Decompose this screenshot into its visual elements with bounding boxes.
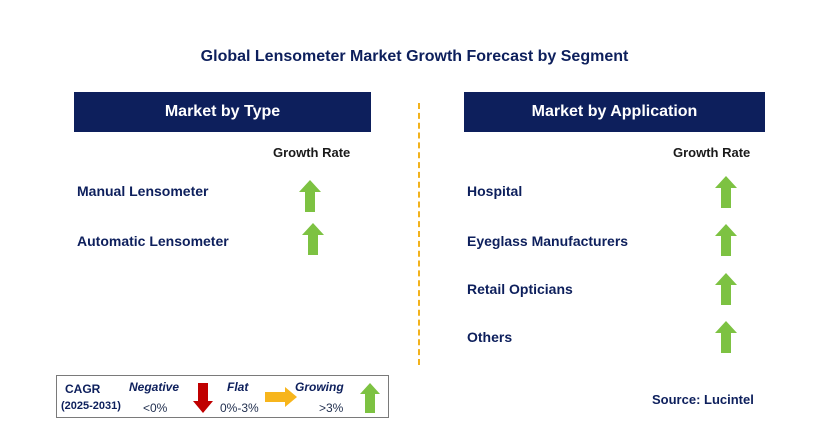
- legend-growing-range: >3%: [319, 401, 344, 415]
- chart-title: Global Lensometer Market Growth Forecast…: [200, 48, 629, 65]
- growing-arrow-icon: [715, 321, 737, 353]
- growing-arrow-icon: [715, 273, 737, 305]
- legend-flat-label: Flat: [227, 380, 249, 394]
- cagr-legend: CAGR (2025-2031) Negative <0% Flat 0%-3%…: [56, 375, 389, 418]
- growing-arrow-icon: [360, 383, 380, 413]
- legend-cagr-label: CAGR: [65, 382, 101, 396]
- legend-period-label: (2025-2031): [61, 400, 121, 412]
- growing-arrow-icon: [302, 223, 324, 255]
- application-growth-rate-label: Growth Rate: [673, 145, 751, 160]
- growing-arrow-icon: [715, 224, 737, 256]
- segment-label-hospital: Hospital: [467, 183, 523, 199]
- legend-negative-range: <0%: [143, 401, 168, 415]
- legend-growing-label: Growing: [295, 380, 344, 394]
- segment-label-manual-lensometer: Manual Lensometer: [77, 183, 209, 199]
- panel-divider: [418, 103, 420, 365]
- market-by-application-header: Market by Application: [464, 92, 765, 132]
- negative-arrow-icon: [193, 383, 213, 413]
- segment-label-others: Others: [467, 329, 513, 345]
- flat-arrow-icon: [265, 387, 297, 407]
- market-by-type-header: Market by Type: [74, 92, 371, 132]
- segment-label-automatic-lensometer: Automatic Lensometer: [77, 233, 229, 249]
- legend-negative-label: Negative: [129, 380, 180, 394]
- growing-arrow-icon: [299, 180, 321, 212]
- segment-label-eyeglass-manufacturers: Eyeglass Manufacturers: [467, 233, 629, 249]
- segment-label-retail-opticians: Retail Opticians: [467, 281, 573, 297]
- source-label: Source: Lucintel: [652, 392, 754, 407]
- legend-flat-range: 0%-3%: [220, 401, 259, 415]
- growing-arrow-icon: [715, 176, 737, 208]
- type-growth-rate-label: Growth Rate: [273, 145, 351, 160]
